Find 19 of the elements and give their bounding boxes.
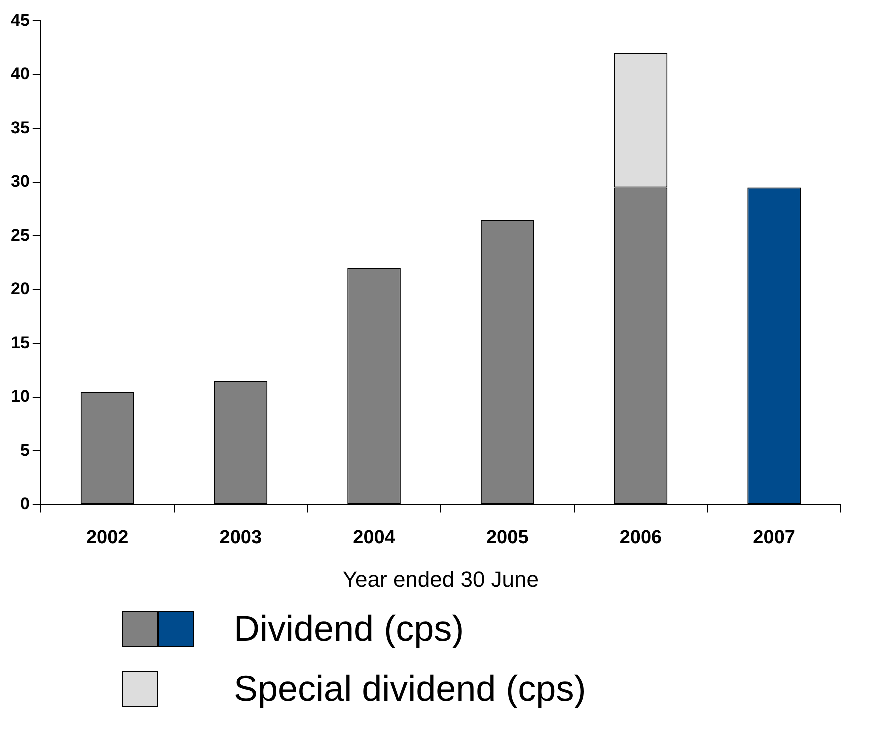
y-tick-label: 25 <box>10 226 30 245</box>
y-tick-label: 30 <box>10 172 30 192</box>
y-tick-label: 10 <box>10 387 30 406</box>
x-axis-title: Year ended 30 June <box>342 566 540 592</box>
legend-label: Dividend (cps) <box>234 608 464 650</box>
legend-label: Special dividend (cps) <box>234 668 586 710</box>
y-tick-label: 35 <box>10 118 30 138</box>
y-tick-label: 0 <box>20 494 30 514</box>
y-tick-label: 40 <box>10 64 30 84</box>
y-tick-label: 20 <box>10 280 30 299</box>
x-tick-label: 2002 <box>86 527 129 548</box>
y-tick-label: 45 <box>10 10 30 30</box>
y-tick-label: 5 <box>20 440 30 460</box>
x-tick-label: 2003 <box>220 527 262 548</box>
y-tick-label: 15 <box>10 333 30 352</box>
x-tick-label: 2007 <box>753 527 796 548</box>
x-tick-label: 2006 <box>620 527 662 548</box>
x-tick-label: 2005 <box>486 527 530 548</box>
x-tick-label: 2004 <box>353 527 396 548</box>
